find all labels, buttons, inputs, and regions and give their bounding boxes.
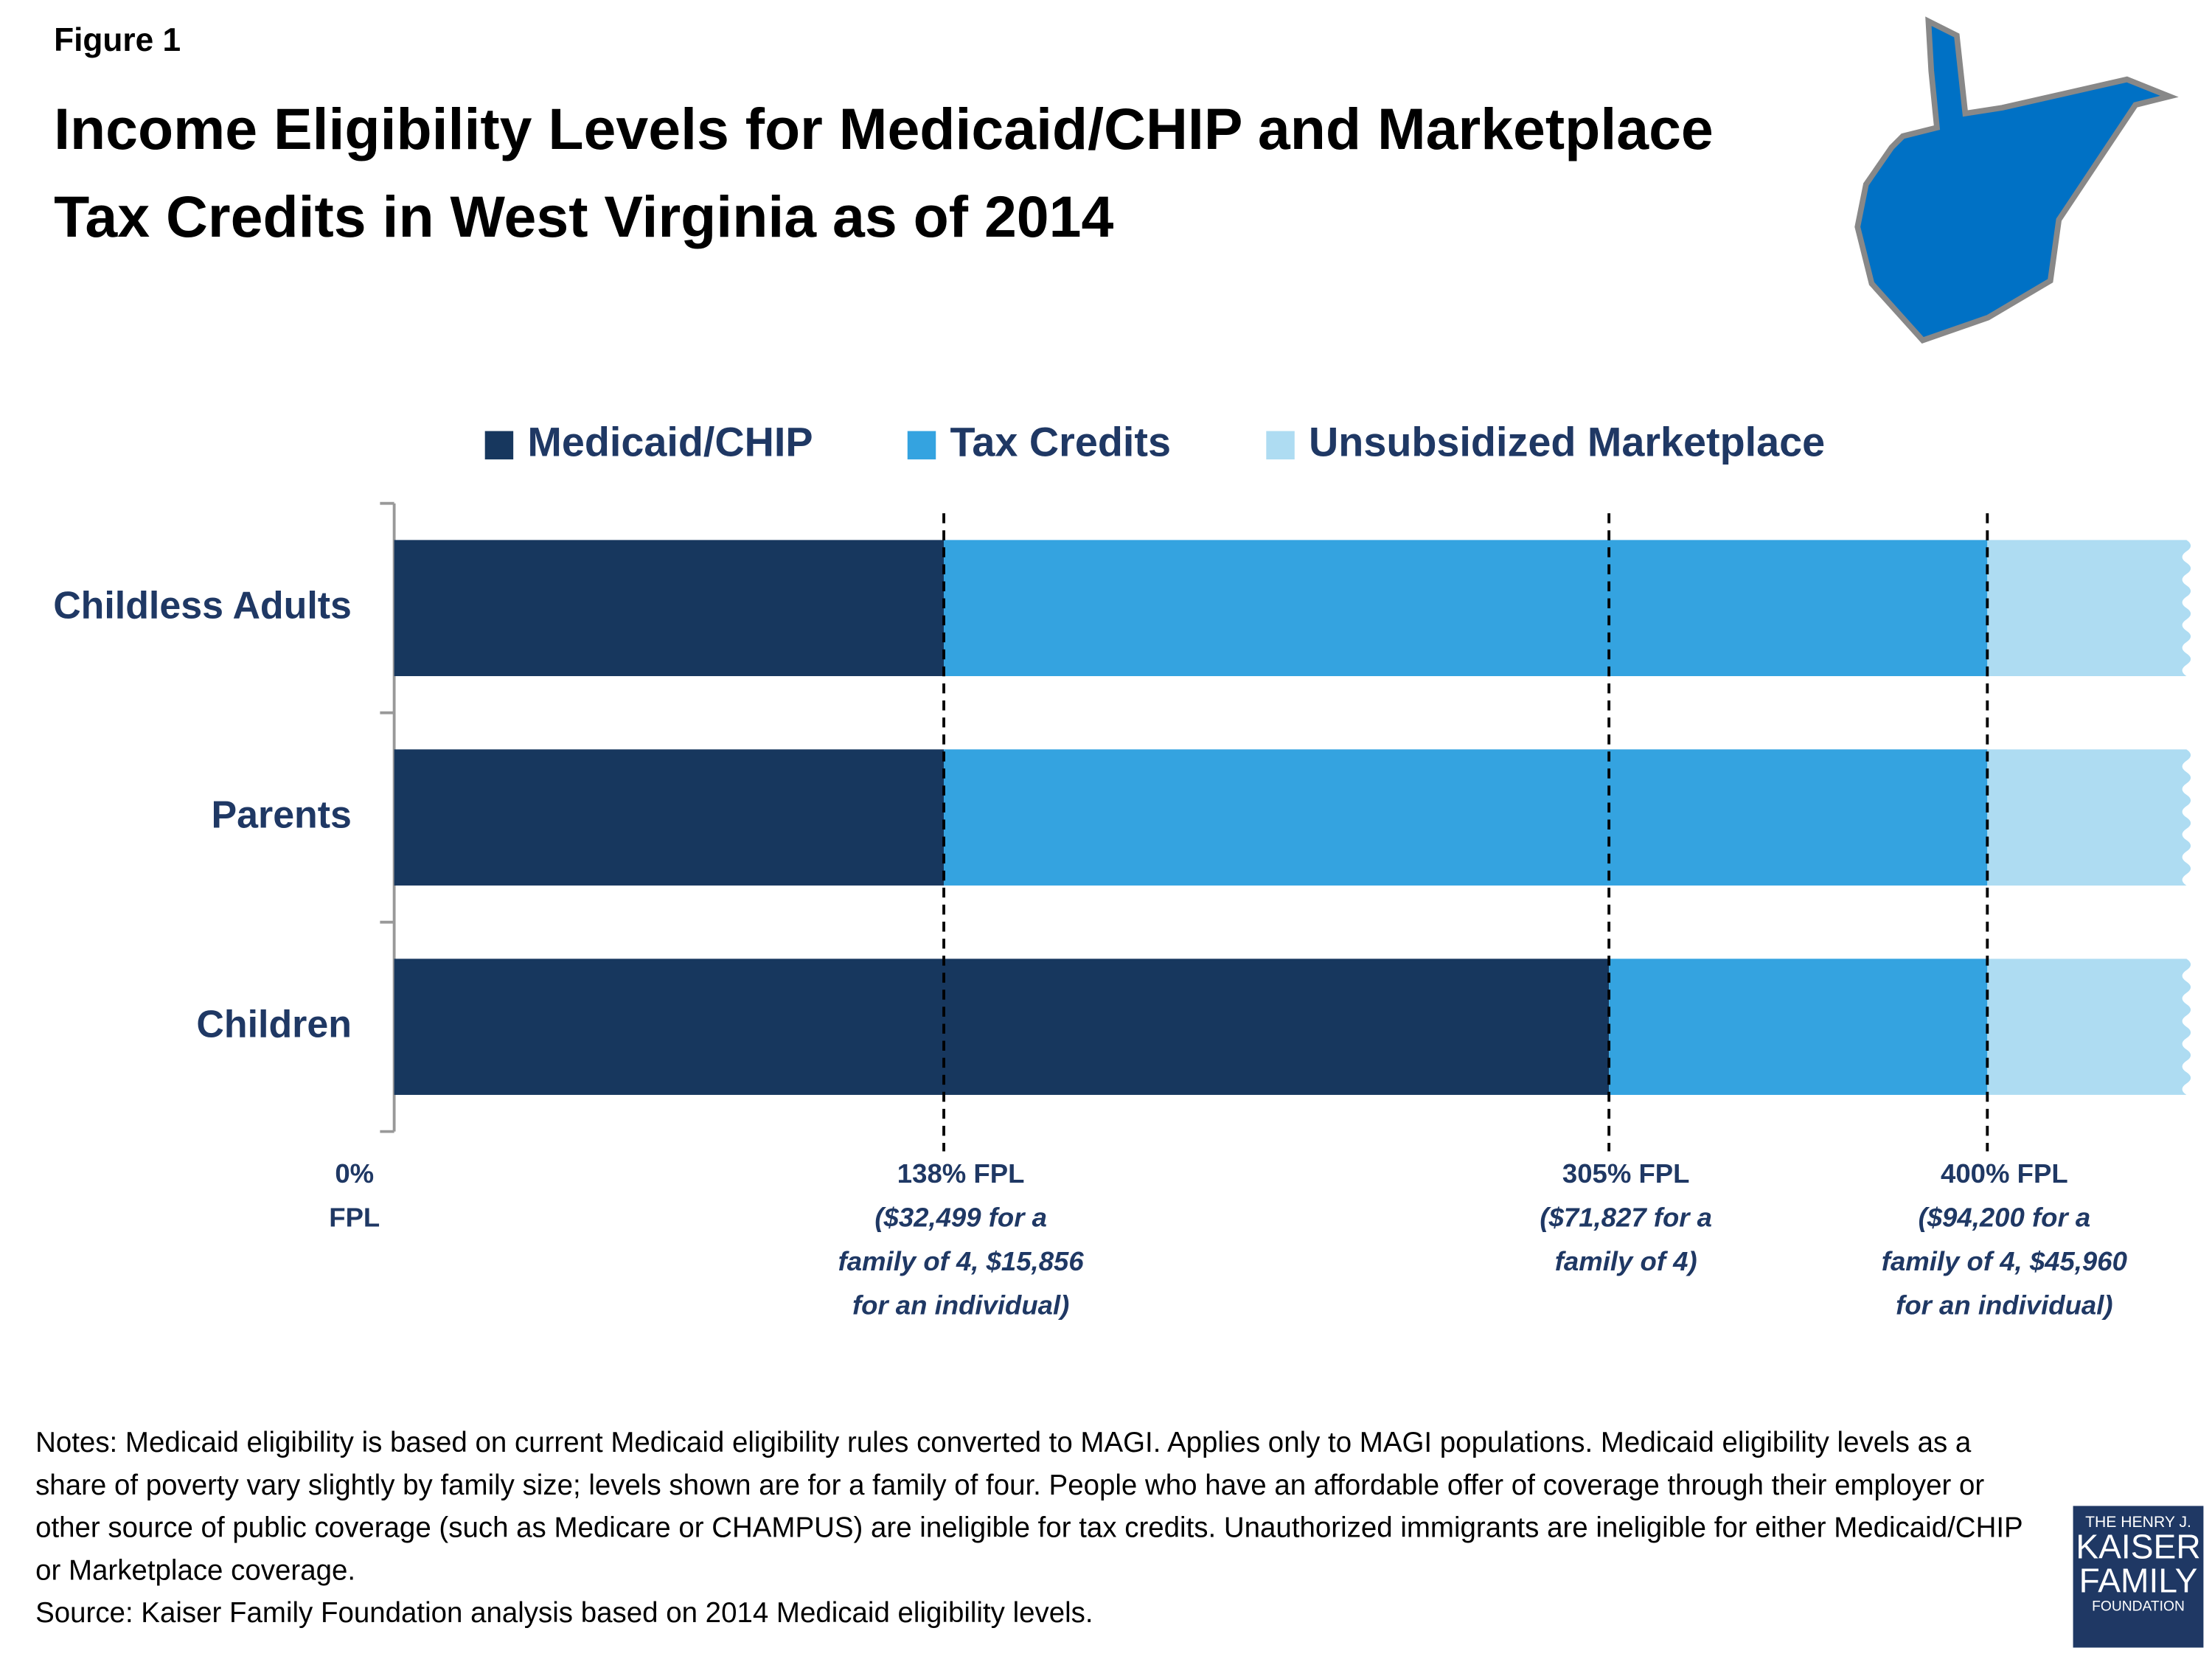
x-tick-label: 138% FPL ($32,499 for a family of 4, $15,…	[833, 1152, 1088, 1328]
bar-segment	[394, 959, 1610, 1095]
x-tick-label: 305% FPL ($71,827 for a family of 4)	[1498, 1152, 1753, 1284]
legend-label: Medicaid/CHIP	[527, 420, 813, 465]
logo-block: THE HENRY J. KAISER FAMILY FOUNDATION	[2073, 1506, 2204, 1648]
bar-segment	[1987, 749, 2191, 886]
source: Source: Kaiser Family Foundation analysi…	[35, 1598, 1093, 1630]
bar-segment	[394, 540, 945, 676]
x-tick-text: 305% FPL	[1562, 1160, 1690, 1190]
bar-segment	[1987, 540, 2191, 676]
bar-segment	[394, 749, 945, 886]
x-tick-text: 400% FPL	[1941, 1160, 2068, 1190]
category-label: Childless Adults	[53, 584, 352, 627]
logo-line: FOUNDATION	[2092, 1599, 2185, 1615]
legend-swatch	[907, 431, 936, 460]
x-tick-label: 400% FPL ($94,200 for a family of 4, $45,…	[1877, 1152, 2132, 1328]
bar-segment	[1609, 959, 1988, 1095]
x-tick-text: 138% FPL	[897, 1160, 1025, 1190]
category-label: Parents	[212, 793, 352, 836]
bar-segment	[944, 540, 1988, 676]
logo-line: THE HENRY J.	[2085, 1514, 2191, 1531]
legend-swatch	[484, 431, 514, 460]
logo-box: THE HENRY J. KAISER FAMILY FOUNDATION	[2073, 1506, 2204, 1648]
x-tick-label: 0% FPL	[312, 1152, 397, 1240]
notes-block: Notes: Medicaid eligibility is based on …	[35, 1422, 2049, 1635]
x-tick-note: ($32,499 for a family of 4, $15,856 for …	[838, 1203, 1084, 1322]
state-map	[1854, 16, 2179, 344]
logo: THE HENRY J. KAISER FAMILY FOUNDATION	[2073, 1506, 2204, 1648]
category-label: Children	[196, 1003, 352, 1046]
x-tick-note: ($94,200 for a family of 4, $45,960 for …	[1881, 1203, 2127, 1322]
notes: Notes: Medicaid eligibility is based on …	[35, 1427, 2023, 1587]
tick-label-box: 305% FPL ($71,827 for a family of 4)	[1498, 1152, 1753, 1284]
legend-swatch	[1266, 431, 1295, 460]
chart-title: Income Eligibility Levels for Medicaid/C…	[54, 96, 1714, 250]
bar-segment	[1987, 959, 2191, 1095]
tick-label-box: 400% FPL ($94,200 for a family of 4, $45,…	[1877, 1152, 2132, 1328]
figure-label: Figure 1	[54, 22, 181, 58]
title-box: Income Eligibility Levels for Medicaid/C…	[54, 96, 1714, 250]
legend-label: Unsubsidized Marketplace	[1309, 420, 1825, 465]
tick-label-box: 138% FPL ($32,499 for a family of 4, $15,…	[833, 1152, 1088, 1328]
x-tick-note: ($71,827 for a family of 4)	[1540, 1203, 1712, 1278]
legend-label: Tax Credits	[950, 420, 1171, 465]
logo-line: FAMILY	[2079, 1562, 2198, 1601]
logo-line: KAISER	[2076, 1528, 2201, 1567]
notes-box: Notes: Medicaid eligibility is based on …	[35, 1422, 2049, 1635]
x-tick-text: 0% FPL	[329, 1160, 380, 1234]
tick-label-box: 0% FPL	[312, 1152, 397, 1240]
bar-segment	[944, 749, 1988, 886]
